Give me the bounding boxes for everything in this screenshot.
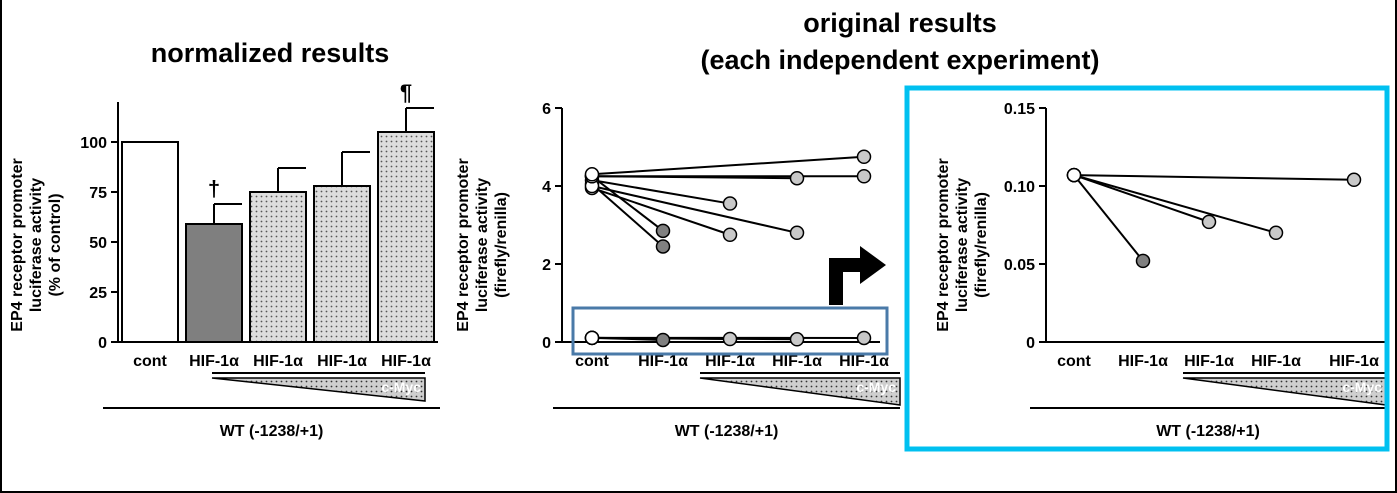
- p1-sig-4: ¶: [400, 80, 412, 105]
- p2-cmyc-label: c-Myc: [856, 379, 896, 395]
- p2-control-point-7: [584, 167, 600, 182]
- p2-point-0: [655, 223, 671, 239]
- p1-xtick-label-3: HIF-1α: [317, 353, 367, 370]
- p3-control-point-3: [1066, 167, 1082, 183]
- p2-point-6: [856, 169, 872, 184]
- p2-series-line-3: [591, 187, 731, 236]
- p2-point-8: [655, 332, 671, 348]
- p3-ytick-label-3: 0.15: [1004, 101, 1035, 118]
- p2-group-label: WT (-1238/+1): [675, 423, 779, 440]
- p1-ytick-label-3: 75: [89, 185, 107, 202]
- p2-ytick-label-2: 4: [542, 179, 551, 196]
- p2-ylabel-line-1: luciferase activity: [474, 178, 491, 312]
- p3-point-0: [1135, 253, 1151, 269]
- p2-ylabel-line-2: (firefly/renilla): [493, 192, 510, 298]
- p1-cmyc-label: c-Myc: [381, 379, 421, 395]
- p2-point-3: [722, 227, 738, 242]
- p1-bar-4: [377, 131, 435, 343]
- p1-xtick-label-2: HIF-1α: [253, 353, 303, 370]
- p3-xtick-label-0: cont: [1057, 353, 1091, 370]
- p1-ytick-label-0: 0: [98, 335, 107, 352]
- p3-ytick-label-2: 0.10: [1004, 179, 1035, 196]
- p1-bar-2: [249, 191, 307, 343]
- p1-bar-1: [185, 223, 243, 343]
- p2-point-7: [856, 149, 872, 164]
- p1-ylabel-line-1: luciferase activity: [28, 178, 45, 312]
- zoom-arrow: [829, 246, 886, 305]
- p2-series-line-2: [591, 179, 731, 205]
- p2-ytick-label-1: 2: [542, 257, 551, 274]
- p1-bar-3: [313, 185, 371, 343]
- p2-ytick-label-0: 0: [542, 335, 551, 352]
- p2-series-line-4: [591, 185, 798, 234]
- p1-ytick-label-1: 25: [89, 285, 107, 302]
- p2-xtick-label-3: HIF-1α: [772, 353, 822, 370]
- p2-xtick-label-2: HIF-1α: [705, 353, 755, 370]
- p1-group-label: WT (-1238/+1): [220, 423, 324, 440]
- p2-xtick-label-1: HIF-1α: [638, 353, 688, 370]
- p3-series-line-3: [1073, 174, 1355, 181]
- p2-control-point-11: [584, 330, 600, 346]
- p3-ytick-label-0: 0: [1026, 335, 1035, 352]
- p1-ylabel-line-2: (% of control): [47, 193, 64, 296]
- p1-ytick-label-4: 100: [80, 135, 107, 152]
- p1-cmyc-wedge: [211, 377, 426, 402]
- p3-ylabel-line-2: (firefly/renilla): [973, 192, 990, 298]
- p1-xtick-label-1: HIF-1α: [189, 353, 239, 370]
- p3-cmyc-label: c-Myc: [1342, 379, 1382, 395]
- p1-ytick-label-2: 50: [89, 235, 107, 252]
- p3-xtick-label-1: HIF-1α: [1118, 353, 1168, 370]
- p1-sig-1: †: [208, 176, 220, 201]
- p3-group-label: WT (-1238/+1): [1156, 423, 1260, 440]
- zoom-region-box: [571, 306, 889, 356]
- p2-xtick-label-4: HIF-1α: [839, 353, 889, 370]
- p3-series-line-0: [1073, 174, 1144, 262]
- p2-ylabel-line-0: EP4 receptor promoter: [455, 158, 472, 331]
- p2-point-10: [789, 332, 805, 347]
- p3-xtick-label-2: HIF-1α: [1184, 353, 1234, 370]
- p3-point-2: [1268, 225, 1284, 241]
- p2-xtick-label-0: cont: [575, 353, 609, 370]
- p1-xtick-label-0: cont: [133, 353, 167, 370]
- p1-xtick-label-4: HIF-1α: [381, 353, 431, 370]
- p2-point-9: [722, 331, 738, 347]
- p2-series-line-0: [591, 175, 664, 232]
- heading-normalized: normalized results: [150, 38, 390, 68]
- p2-point-4: [789, 225, 805, 241]
- p2-point-2: [722, 196, 738, 211]
- p2-cmyc-wedge: [699, 377, 901, 406]
- heading-original-line1: original results: [803, 8, 997, 38]
- p3-point-1: [1201, 214, 1217, 230]
- p2-ytick-label-3: 6: [542, 101, 551, 118]
- p3-series-line-2: [1073, 174, 1277, 234]
- p1-ylabel-line-0: EP4 receptor promoter: [9, 158, 26, 331]
- p3-ylabel-line-1: luciferase activity: [954, 178, 971, 312]
- p2-series-line-7: [591, 155, 865, 176]
- p1-bar-0: [121, 141, 179, 343]
- p3-series-line-1: [1073, 174, 1210, 223]
- zoomed-panel-box: [904, 85, 1390, 452]
- p3-ytick-label-1: 0.05: [1004, 257, 1035, 274]
- p2-series-line-1: [591, 183, 664, 248]
- p2-point-11: [856, 330, 872, 346]
- p2-point-1: [655, 239, 671, 254]
- p3-xtick-label-3: HIF-1α: [1251, 353, 1301, 370]
- p3-xtick-label-4: HIF-1α: [1329, 353, 1379, 370]
- p3-ylabel-line-0: EP4 receptor promoter: [935, 158, 952, 331]
- p2-point-5: [789, 170, 805, 186]
- p3-point-3: [1346, 172, 1362, 188]
- heading-original-line2: (each independent experiment): [700, 45, 1100, 75]
